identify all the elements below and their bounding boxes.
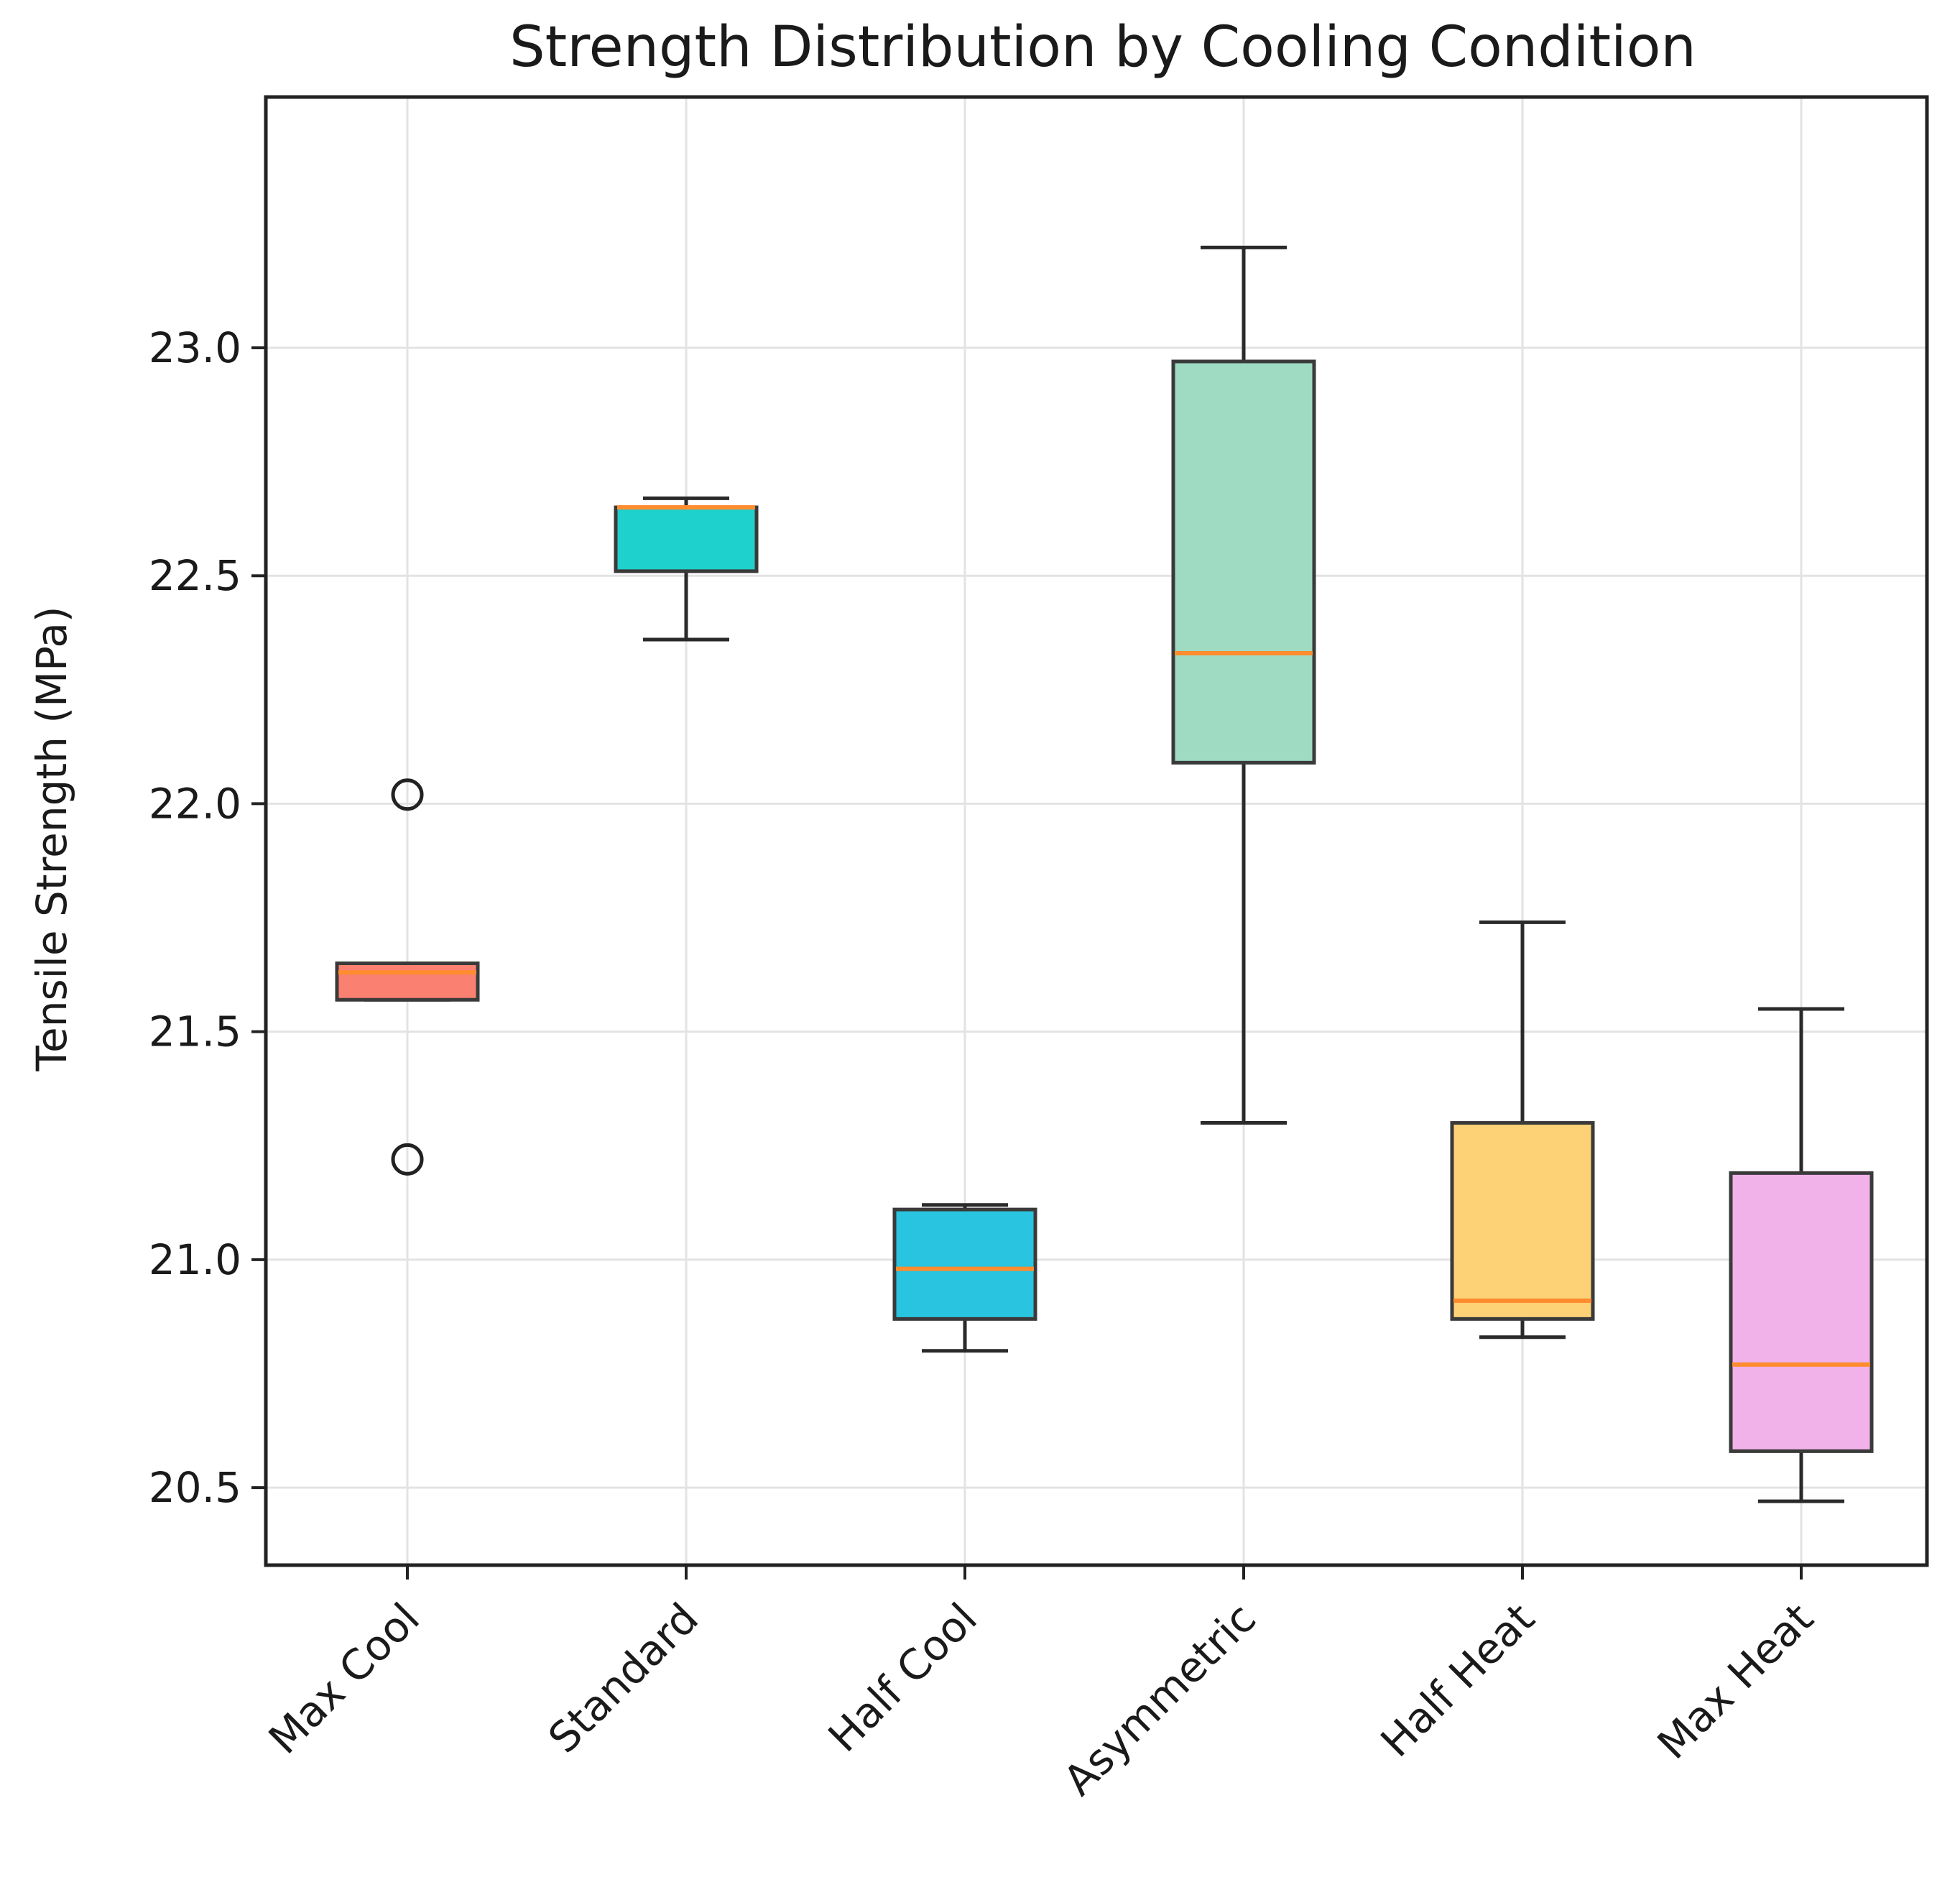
y-axis-label: Tensile Strength (MPa) [27,606,76,1071]
iqr-box [335,961,480,1002]
iqr-box [1171,359,1316,765]
x-tick-label: Asymmetric [1054,1594,1265,1805]
iqr-box [1729,1171,1874,1453]
box-layer [335,245,1874,1503]
y-tick-label: 23.0 [149,323,241,372]
box-standard [614,496,759,642]
y-tick-label: 21.5 [149,1008,241,1056]
x-tick-label: Max Heat [1648,1594,1823,1769]
box-max-heat [1729,1007,1874,1503]
plot-area-frame [264,95,1929,1567]
axis-layer: 20.5 21.0 21.5 22.0 22.5 23.0 Max Cool Standard… [149,323,1823,1805]
box-asymmetric [1171,245,1316,1125]
y-tick-label: 20.5 [149,1463,241,1512]
x-tick-label: Half Cool [819,1594,986,1761]
y-tick-label: 21.0 [149,1235,241,1284]
box-half-heat [1450,920,1595,1340]
x-tick-label: Max Cool [259,1594,429,1763]
outlier-point [391,778,424,811]
x-tick-label: Standard [539,1594,708,1763]
iqr-box [614,505,759,573]
y-tick-label: 22.0 [149,779,241,828]
iqr-box [892,1207,1037,1321]
box-max-cool [335,778,480,1176]
chart-title: Strength Distribution by Cooling Conditi… [509,15,1696,80]
outlier-point [391,1143,424,1176]
y-tick-label: 22.5 [149,551,241,600]
grid-lines [266,97,1927,1565]
box-half-cool [892,1203,1037,1353]
iqr-box [1450,1121,1595,1321]
x-tick-label: Half Heat [1372,1594,1544,1766]
